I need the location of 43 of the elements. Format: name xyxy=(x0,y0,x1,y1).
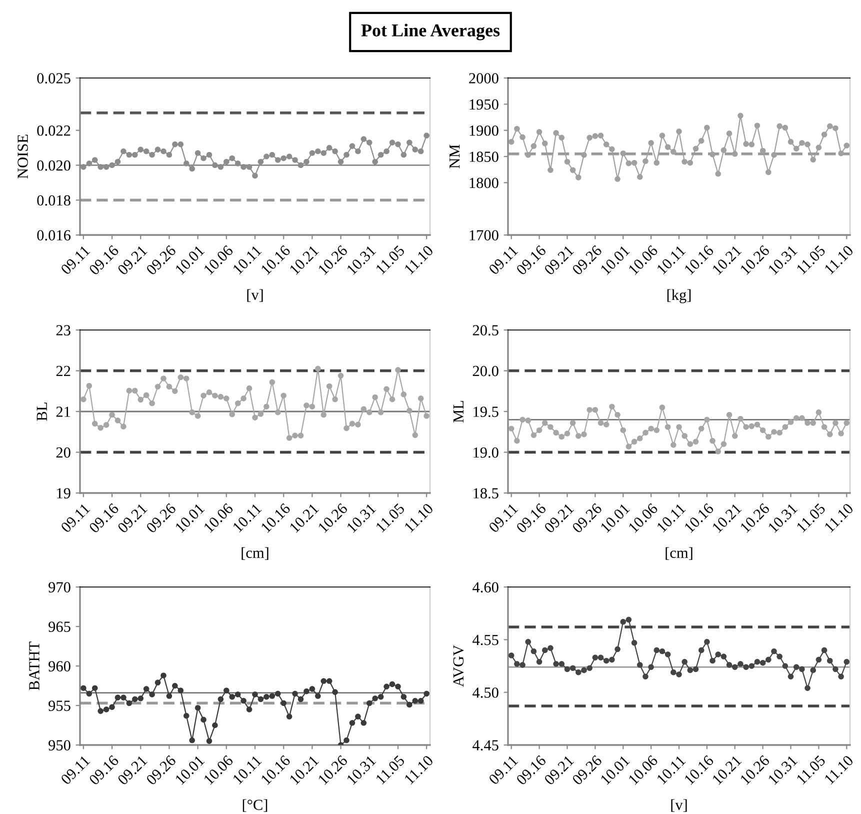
x-axis-title: [v] xyxy=(247,289,263,302)
y-tick-label: 970 xyxy=(48,582,70,592)
y-tick-label: 22 xyxy=(56,366,70,376)
y-tick-label: 1900 xyxy=(470,125,498,136)
y-tick-label: 4.45 xyxy=(472,740,498,751)
y-tick-label: 0.020 xyxy=(37,160,70,171)
y-tick-label: 19.0 xyxy=(474,447,498,458)
y-tick-label: 0.018 xyxy=(37,195,70,206)
chart-title: Pot Line Averages xyxy=(361,24,500,40)
y-tick-label: 21 xyxy=(56,406,70,417)
y-tick-label: 19.5 xyxy=(474,406,498,418)
x-axis-title: [v] xyxy=(671,799,687,812)
y-tick-label: 965 xyxy=(48,622,70,632)
y-tick-label: 4.55 xyxy=(472,634,498,646)
y-axis-title: BL xyxy=(36,402,47,421)
y-tick-label: 0.022 xyxy=(37,125,70,136)
x-axis-title: [cm] xyxy=(666,547,692,560)
y-tick-label: 18.5 xyxy=(474,488,498,499)
y-axis-title: NOISE xyxy=(18,134,28,179)
y-tick-label: 960 xyxy=(48,661,70,672)
y-tick-label: 950 xyxy=(48,740,70,750)
y-tick-label: 1950 xyxy=(470,99,498,110)
y-tick-label: 19 xyxy=(57,488,70,498)
y-tick-label: 1850 xyxy=(470,152,498,162)
y-axis-title: ML xyxy=(453,400,464,423)
y-axis-title: AVGV xyxy=(453,645,464,687)
y-tick-label: 2000 xyxy=(469,73,498,84)
y-tick-label: 4.50 xyxy=(472,687,498,698)
y-tick-label: 1700 xyxy=(470,230,498,240)
x-axis-title: [kg] xyxy=(667,289,691,304)
y-tick-label: 20.5 xyxy=(472,325,498,336)
y-tick-label: 20 xyxy=(56,447,70,458)
y-tick-label: 20.0 xyxy=(472,366,498,376)
y-tick-label: 23 xyxy=(56,325,70,336)
y-tick-label: 4.60 xyxy=(472,582,498,593)
y-tick-label: 1800 xyxy=(470,178,498,188)
x-axis-title: [cm] xyxy=(242,547,268,560)
y-tick-label: 0.025 xyxy=(37,73,70,84)
x-axis-title: [°C] xyxy=(242,799,268,812)
y-axis-title: BATHT xyxy=(29,642,40,690)
y-tick-label: 955 xyxy=(48,700,70,711)
y-axis-title: NM xyxy=(450,144,460,168)
y-tick-label: 0.016 xyxy=(37,230,71,241)
